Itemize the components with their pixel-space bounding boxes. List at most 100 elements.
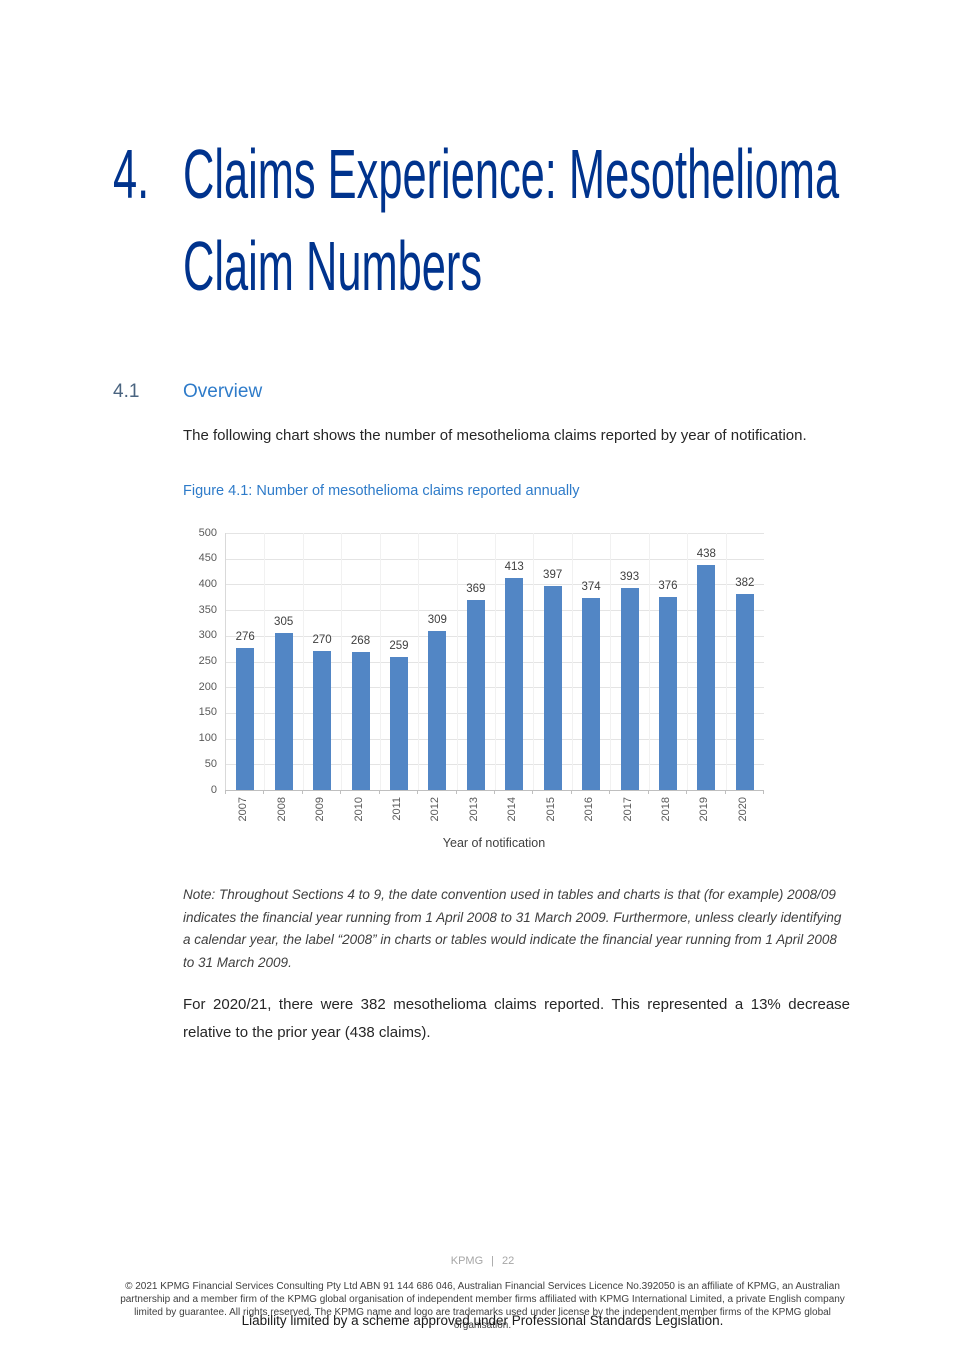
bar [274, 633, 293, 790]
y-axis-tick-label: 50 [204, 757, 217, 770]
section-title: Overview [183, 381, 263, 402]
bar-value-label: 376 [658, 579, 678, 592]
bar-value-label: 268 [350, 635, 371, 648]
vertical-gridline [648, 533, 650, 790]
bar-value-label: 397 [543, 568, 563, 581]
y-axis-tick-label: 250 [198, 655, 217, 667]
x-axis-tick-label: 2011 [390, 797, 403, 821]
bar-value-label: 259 [389, 639, 409, 652]
x-axis-tick [263, 790, 265, 794]
x-axis-tick-label: 2016 [583, 797, 596, 822]
y-axis-tick-label: 500 [198, 526, 217, 539]
y-axis-tick-label: 300 [198, 629, 217, 642]
y-axis-tick-label: 0 [210, 783, 217, 796]
vertical-gridline [725, 533, 727, 790]
x-axis-tick-label: 2012 [429, 797, 442, 822]
vertical-gridline [302, 533, 304, 790]
x-axis-tick [532, 790, 534, 794]
chapter-title: Claims Experience: Mesothelioma Claim Nu… [183, 128, 965, 312]
x-axis-tick-label: 2010 [352, 797, 365, 822]
bar [658, 596, 677, 790]
chapter-heading: 4. Claims Experience: Mesothelioma Claim… [113, 128, 965, 312]
bar-value-label: 438 [696, 547, 716, 560]
x-axis-tick-label: 2014 [506, 797, 519, 822]
vertical-gridline [610, 533, 612, 790]
x-axis-tick [225, 790, 226, 794]
footer-liability: Liability limited by a scheme approved u… [241, 1313, 724, 1328]
y-axis-tick-label: 350 [198, 603, 217, 616]
footer-divider: | [491, 1255, 494, 1267]
x-axis-tick-label: 2017 [621, 797, 634, 822]
y-axis-tick-label: 150 [198, 706, 217, 719]
x-axis-tick [763, 790, 764, 794]
y-axis-tick-label: 400 [198, 577, 217, 590]
y-axis-tick-label: 100 [198, 732, 217, 745]
bar-value-label: 369 [466, 583, 486, 596]
bar-value-label: 305 [274, 616, 294, 629]
x-axis-tick [378, 790, 380, 794]
x-axis-tick [494, 790, 495, 794]
x-axis-tick [570, 790, 572, 794]
bar [236, 648, 255, 790]
footer-brand: KPMG [450, 1255, 484, 1267]
bar-value-label: 276 [235, 631, 255, 644]
intro-paragraph: The following chart shows the number of … [183, 427, 807, 444]
page-footer-mark: KPMG | 22 [0, 1255, 965, 1267]
note-paragraph: Note: Throughout Sections 4 to 9, the da… [183, 887, 842, 970]
x-axis-tick [417, 790, 419, 794]
section-number: 4.1 [113, 381, 140, 402]
vertical-gridline [379, 533, 381, 790]
x-axis-tick [686, 790, 688, 794]
vertical-gridline [456, 533, 458, 790]
footer-copyright: © 2021 KPMG Financial Services Consultin… [120, 1281, 845, 1331]
bar [543, 585, 562, 790]
x-axis-tick-label: 2008 [275, 797, 288, 822]
x-axis-tick [340, 790, 342, 794]
vertical-gridline [495, 533, 496, 790]
bar [582, 597, 601, 790]
vertical-gridline [687, 533, 689, 790]
x-axis-tick-label: 2013 [467, 797, 480, 822]
x-axis-tick-label: 2009 [314, 797, 327, 822]
chapter-number: 4. [113, 135, 150, 213]
bar [389, 656, 408, 790]
figure-caption: Figure 4.1: Number of mesothelioma claim… [183, 483, 580, 499]
bar [351, 652, 370, 790]
chapter-title-line2: Claim Numbers [183, 227, 483, 305]
x-axis-tick-label: 2020 [736, 797, 749, 822]
bar-value-label: 413 [504, 560, 524, 573]
x-axis-tick [455, 790, 457, 794]
x-axis-tick [609, 790, 611, 794]
x-axis-tick [647, 790, 649, 794]
y-axis-tick-label: 200 [198, 680, 217, 693]
result-paragraph: For 2020/21, there were 382 mesothelioma… [183, 996, 850, 1041]
bar [505, 577, 524, 790]
vertical-gridline [571, 533, 573, 790]
vertical-gridline [418, 533, 420, 790]
x-axis-tick-label: 2015 [544, 797, 557, 822]
bar-value-label: 374 [581, 580, 601, 593]
bar [428, 631, 447, 790]
bar [735, 593, 754, 790]
x-axis-tick [301, 790, 303, 794]
bar [697, 564, 716, 790]
bar-value-label: 382 [735, 576, 755, 589]
bar-value-label: 270 [312, 634, 332, 647]
vertical-gridline [341, 533, 343, 790]
x-axis-tick-label: 2018 [659, 797, 672, 822]
chart-x-axis-title: Year of notification [442, 836, 546, 850]
bar-chart: 276 305 270 268 259 309 369 413 397 374 393 376 438 3… [185, 520, 805, 855]
x-axis-tick-label: 2019 [698, 797, 711, 822]
x-axis-tick-label: 2007 [237, 797, 250, 822]
bar [620, 588, 639, 790]
chart-plot-area: 276 305 270 268 259 309 369 413 397 374 393 376 438 3… [225, 533, 764, 791]
bar [313, 651, 332, 790]
vertical-gridline [533, 533, 535, 790]
vertical-gridline [264, 533, 266, 790]
x-axis-tick [724, 790, 726, 794]
y-axis-tick-label: 450 [198, 552, 217, 565]
chapter-title-line1: Claims Experience: Mesothelioma [183, 135, 840, 213]
bar [466, 600, 485, 790]
footer-page-number: 22 [502, 1255, 515, 1267]
bar-value-label: 393 [619, 571, 640, 583]
